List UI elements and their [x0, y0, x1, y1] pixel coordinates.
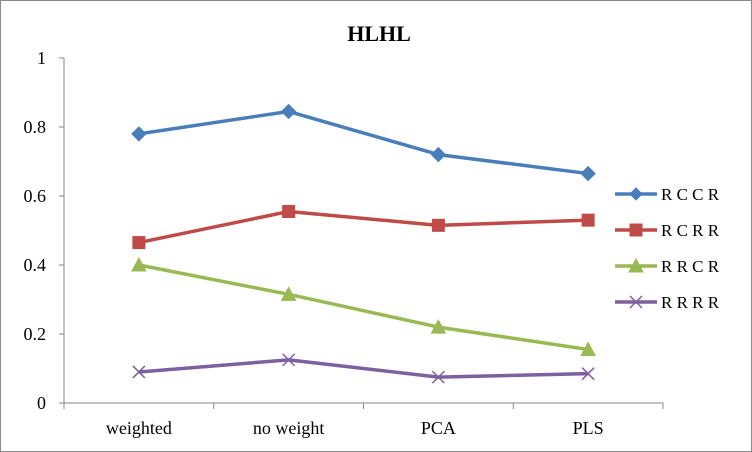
- series-line: [138, 358, 589, 379]
- legend-item: R R R R: [615, 293, 720, 312]
- legend-label: R C C R: [661, 185, 720, 204]
- y-tick-label: 0: [37, 393, 46, 413]
- data-point-triangle: [628, 257, 644, 273]
- series-line: [138, 263, 589, 352]
- y-tick-label: 0.8: [24, 117, 47, 137]
- legend-item: R R C R: [615, 257, 720, 276]
- x-tick-label: no weight: [253, 418, 325, 438]
- data-point-triangle: [131, 256, 147, 272]
- series-layer: [131, 103, 596, 384]
- data-point-x: [132, 365, 146, 379]
- data-point-triangle: [580, 341, 596, 357]
- data-point-square: [282, 205, 296, 219]
- series-2: [132, 205, 595, 250]
- data-point-square: [581, 213, 595, 227]
- data-point-x: [629, 295, 643, 309]
- legend-label: R R R R: [661, 293, 720, 312]
- x-tick-label: PLS: [573, 418, 604, 438]
- data-point-square: [132, 236, 146, 250]
- data-point-x-stroke: [581, 367, 595, 381]
- y-tick-label: 0.2: [24, 324, 47, 344]
- chart-title: HLHL: [347, 21, 411, 46]
- data-point-square: [431, 218, 445, 232]
- data-point-x: [431, 370, 445, 384]
- data-point-diamond: [280, 103, 297, 120]
- y-tick-label: 0.4: [24, 255, 47, 275]
- legend-item: R C C R: [615, 185, 720, 204]
- series-1: [131, 103, 596, 182]
- legend-label: R C R R: [661, 221, 720, 240]
- axes: 0 0.2 0.4 0.6 0.8 1 weighted no weight PCA PLS: [24, 48, 664, 438]
- data-point-triangle: [280, 286, 297, 301]
- series-4: [132, 353, 595, 384]
- data-point-x: [581, 367, 595, 381]
- legend-label: R R C R: [661, 257, 720, 276]
- series-line: [138, 109, 589, 176]
- data-point-diamond: [131, 126, 147, 142]
- x-tick-label: PCA: [421, 418, 456, 438]
- legend-item: R C R R: [615, 221, 720, 240]
- data-point-diamond: [580, 165, 596, 182]
- series-line: [138, 209, 589, 245]
- data-point-triangle: [430, 319, 447, 334]
- data-point-x-stroke: [282, 353, 296, 367]
- data-point-x-stroke: [132, 365, 146, 379]
- y-tick-label: 1: [37, 48, 46, 68]
- data-point-diamond: [430, 146, 447, 163]
- data-point-diamond: [629, 187, 643, 201]
- data-point-x-stroke: [431, 370, 445, 384]
- x-tick-label: weighted: [106, 418, 172, 438]
- series-3: [131, 256, 596, 357]
- legend: R C C R R C R R R R C R R R R R: [615, 185, 720, 312]
- data-point-x: [282, 353, 296, 367]
- y-tick-label: 0.6: [24, 186, 47, 206]
- data-point-square: [629, 223, 643, 237]
- data-point-x-stroke: [629, 295, 643, 309]
